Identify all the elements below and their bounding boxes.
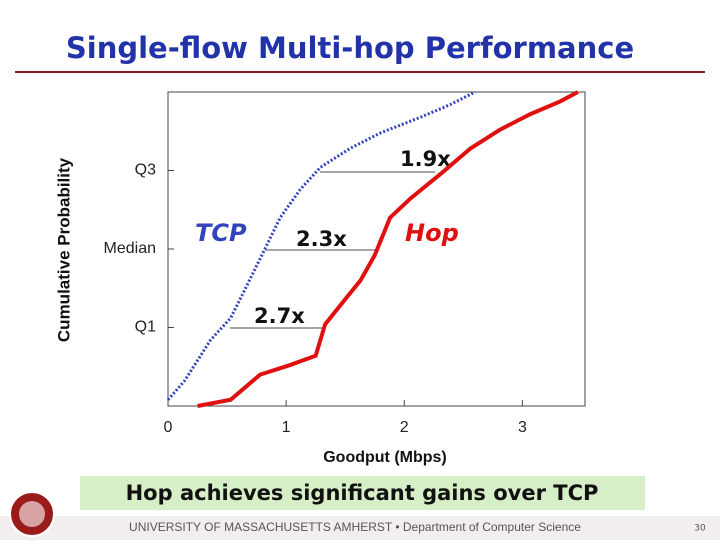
x-tick-label: 2 bbox=[400, 419, 409, 436]
cdf-line bbox=[197, 90, 579, 408]
y-tick-label: Q1 bbox=[135, 319, 156, 336]
y-tick-label: Q3 bbox=[135, 162, 156, 179]
cdf-line bbox=[166, 90, 476, 401]
y-axis-label: Cumulative Probability bbox=[54, 157, 73, 342]
x-tick-label: 1 bbox=[282, 419, 291, 436]
annotation: 2.3x bbox=[296, 227, 347, 251]
gain-arrows bbox=[230, 171, 435, 329]
series-label: TCP bbox=[195, 219, 247, 247]
caption: Hop achieves significant gains over TCP bbox=[126, 481, 599, 505]
series-label: Hop bbox=[405, 219, 459, 247]
caption-box bbox=[80, 476, 645, 510]
y-tick-label: Median bbox=[104, 240, 156, 257]
footer: UNIVERSITY OF MASSACHUSETTS AMHERST • De… bbox=[129, 520, 581, 534]
footer-bar bbox=[0, 516, 720, 540]
seal-inner bbox=[19, 501, 45, 527]
x-tick-label: 3 bbox=[518, 419, 527, 436]
x-tick-label: 0 bbox=[164, 419, 173, 436]
title: Single-flow Multi-hop Performance bbox=[66, 31, 634, 65]
annotation: 1.9x bbox=[400, 147, 451, 171]
x-axis-label: Goodput (Mbps) bbox=[323, 449, 447, 466]
page-number: 30 bbox=[694, 524, 706, 534]
annotation: 2.7x bbox=[254, 304, 305, 328]
